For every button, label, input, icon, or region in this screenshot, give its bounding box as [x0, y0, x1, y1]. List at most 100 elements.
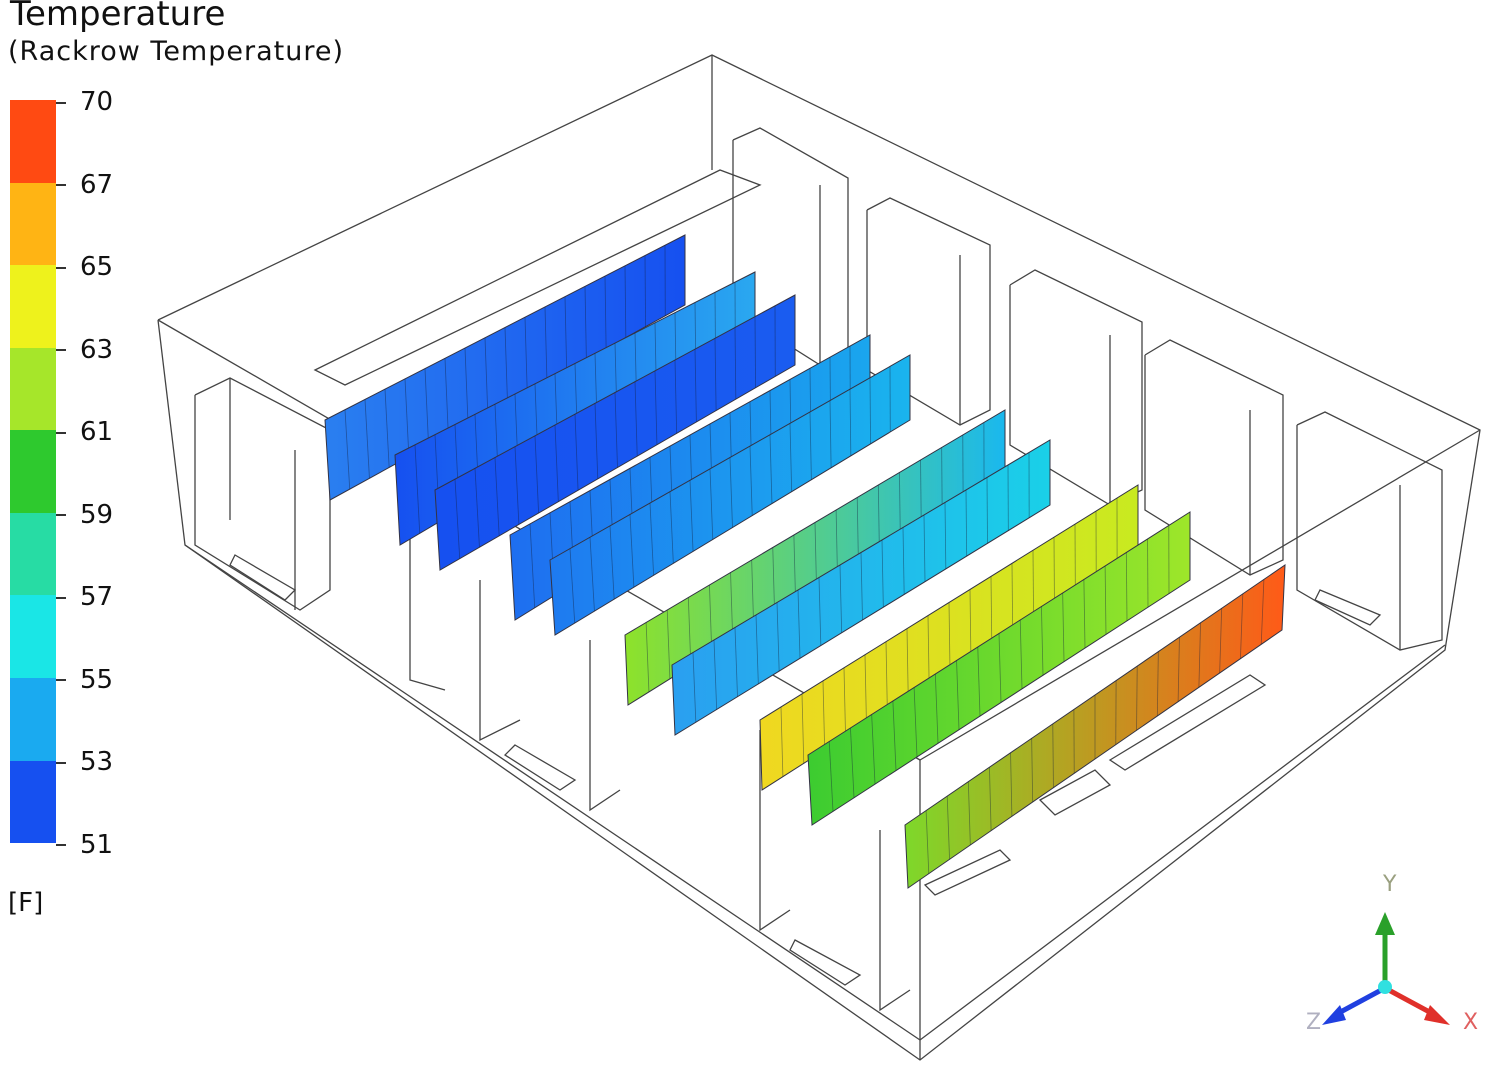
panel-grid-line — [1177, 637, 1180, 702]
panel-grid-line — [881, 539, 884, 608]
panel-grid-line — [969, 589, 972, 657]
panel-grid-line — [674, 359, 678, 434]
panel-grid-line — [584, 286, 587, 360]
panel-grid-line — [755, 614, 759, 684]
legend-band — [10, 265, 56, 348]
panel-grid-line — [514, 446, 520, 525]
panel-grid-line — [925, 810, 930, 874]
panel-grid-line — [814, 522, 817, 588]
panel-grid-line — [990, 576, 993, 644]
legend-tick-label: 51 — [56, 830, 113, 860]
panel-grid-line — [1011, 563, 1014, 631]
x-axis-label: X — [1463, 1010, 1479, 1035]
panel-grid-line — [692, 652, 697, 723]
panel-grid-line — [564, 296, 568, 371]
panel-grid-line — [1041, 606, 1044, 676]
panel-grid-line — [809, 411, 812, 480]
panel-grid-line — [835, 509, 838, 575]
panel-grid-line — [967, 781, 971, 846]
panel-grid-line — [871, 714, 876, 785]
panel-grid-line — [554, 424, 559, 502]
panel-grid-line — [1083, 579, 1086, 649]
panel-grid-line — [899, 472, 901, 536]
panel-grid-line — [1010, 752, 1013, 817]
panel-grid-line — [998, 633, 1002, 703]
panel-grid-line — [749, 446, 753, 516]
panel-grid-line — [484, 337, 489, 414]
panel-grid-line — [864, 654, 867, 724]
panel-grid-line — [644, 255, 646, 327]
panel-grid-line — [624, 265, 627, 338]
panel-grid-line — [1019, 619, 1023, 689]
panel-grid-line — [464, 348, 469, 425]
panel-grid-line — [986, 477, 988, 544]
panel-grid-line — [1052, 723, 1054, 788]
panel-grid-line — [780, 706, 784, 777]
panel-grid-line — [1104, 565, 1107, 635]
panel-grid-line — [944, 502, 947, 569]
legend-band — [10, 430, 56, 513]
panel-grid-line — [729, 457, 733, 528]
panel-grid-line — [793, 534, 796, 601]
panel-grid-line — [569, 548, 576, 624]
panel-grid-line — [920, 459, 922, 523]
panel-grid-line — [801, 693, 805, 764]
panel-grid-line — [923, 514, 926, 582]
panel-grid-line — [913, 687, 918, 757]
panel-grid-line — [1136, 666, 1138, 731]
panel-grid-line — [902, 527, 905, 595]
panel-grid-line — [594, 403, 599, 479]
panel-grid-line — [649, 503, 655, 576]
panel-grid-line — [1032, 550, 1034, 617]
panel-grid-line — [689, 480, 694, 552]
panel-grid-line — [869, 377, 871, 444]
panel-grid-line — [654, 370, 658, 445]
panel-grid-line — [769, 434, 773, 504]
panel-grid-line — [529, 523, 536, 608]
panel-grid-line — [544, 306, 548, 381]
legend-band — [10, 100, 56, 183]
rack-panel — [324, 234, 686, 501]
panel-grid-line — [734, 627, 738, 697]
panel-grid-line — [828, 741, 834, 812]
panel-grid-line — [414, 444, 421, 534]
legend-band — [10, 347, 56, 431]
panel-grid-line — [444, 358, 449, 436]
panel-grid-line — [384, 389, 390, 468]
panel-grid-line — [946, 796, 950, 860]
panel-grid-line — [818, 577, 822, 646]
panel-grid-line — [839, 564, 843, 633]
panel-grid-line — [504, 327, 508, 403]
legend-tick-label: 65 — [56, 252, 113, 282]
legend-band — [10, 595, 56, 678]
panel-grid-line — [709, 468, 714, 540]
panel-grid-line — [574, 414, 579, 491]
panel-grid-line — [822, 680, 826, 751]
panel-grid-line — [614, 392, 618, 468]
legend-unit: [F] — [8, 888, 44, 918]
legend-tick-label: 61 — [56, 417, 113, 447]
legend-band — [10, 760, 56, 844]
panel-grid-line — [776, 602, 780, 672]
axis-triad — [1322, 912, 1450, 1025]
panel-grid-line — [474, 468, 480, 548]
panel-grid-line — [927, 615, 930, 684]
panel-grid-line — [843, 667, 846, 737]
legend-tick-label: 53 — [56, 747, 113, 777]
panel-grid-line — [713, 639, 718, 710]
panel-grid-line — [989, 767, 992, 831]
panel-grid-line — [1125, 552, 1128, 621]
panel-grid-line — [1260, 579, 1265, 645]
panel-grid-line — [1156, 651, 1159, 717]
rack-panel — [549, 354, 911, 636]
panel-grid-line — [856, 497, 859, 562]
rack-temperature-panels — [324, 234, 1286, 889]
panel-grid-line — [941, 447, 943, 510]
panel-grid-line — [885, 641, 888, 711]
panel-grid-line — [454, 479, 461, 559]
panel-grid-line — [956, 660, 960, 730]
panel-grid-line — [364, 399, 370, 479]
legend-band — [10, 677, 56, 761]
panel-grid-line — [534, 435, 540, 514]
